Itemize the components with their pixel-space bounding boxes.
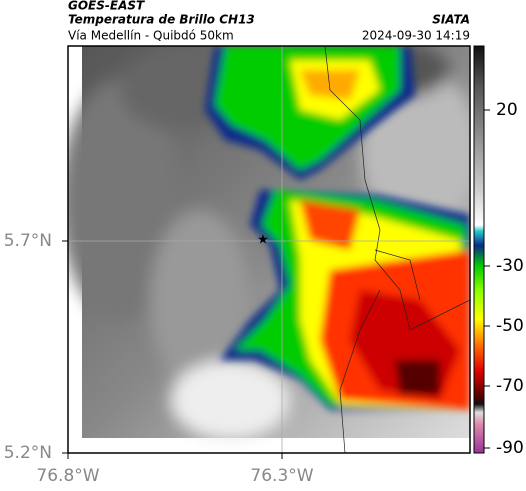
- title: GOES-EAST: [68, 0, 145, 13]
- colorbar: [473, 45, 485, 454]
- svg-text:★: ★: [257, 233, 269, 248]
- source: SIATA: [432, 13, 470, 27]
- colorbar-label: -50: [496, 316, 524, 336]
- route: Vía Medellín - Quibdó 50km: [68, 29, 234, 43]
- lon-label: 76.3°W: [250, 466, 313, 486]
- lon-label: 76.8°W: [36, 466, 99, 486]
- colorbar-label: -70: [496, 376, 524, 396]
- subtitle: Temperatura de Brillo CH13: [68, 13, 255, 27]
- lat-label: 5.2°N: [4, 443, 52, 463]
- colorbar-label: 20: [496, 100, 518, 120]
- labels: 5.7°N 5.2°N 76.8°W 76.3°W 20 -30 -50 -70 -90: [4, 100, 524, 486]
- datetime: 2024-09-30 14:19: [362, 29, 470, 43]
- colorbar-label: -90: [496, 438, 524, 458]
- satellite-image: ★: [68, 46, 470, 453]
- map-frame: [67, 45, 471, 454]
- lat-label: 5.7°N: [4, 231, 52, 251]
- colorbar-label: -30: [496, 256, 524, 276]
